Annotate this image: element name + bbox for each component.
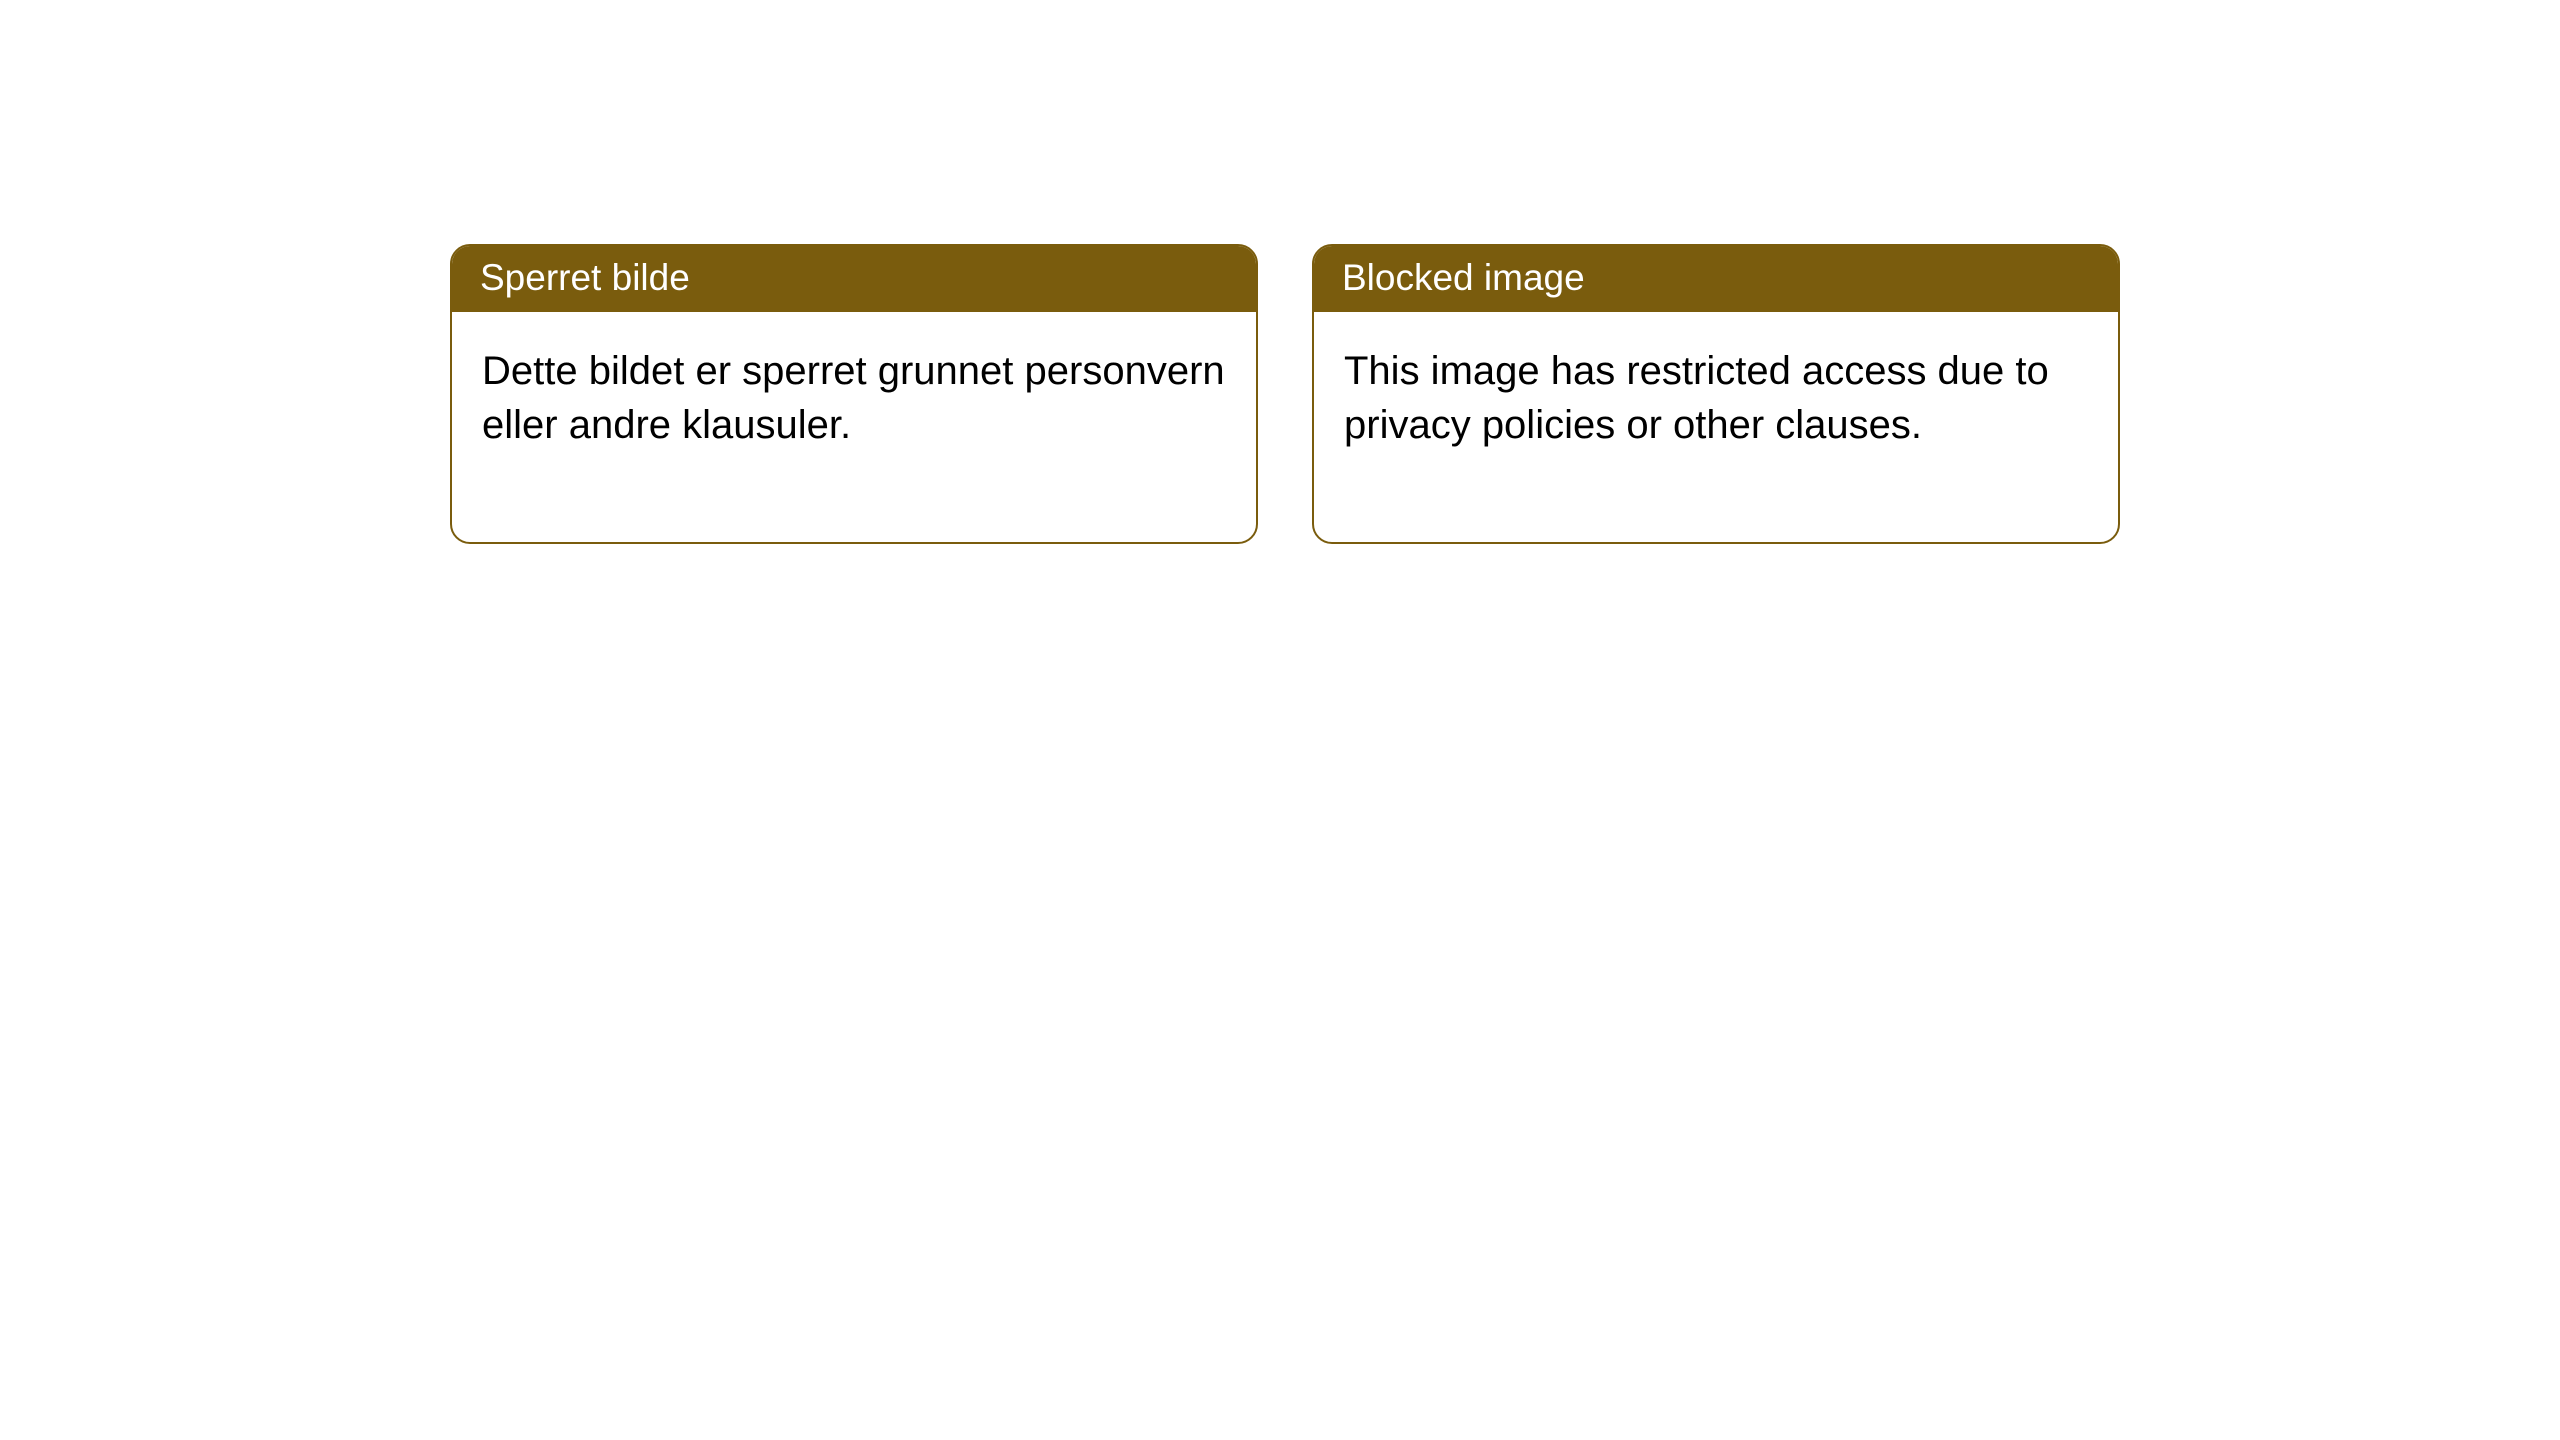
card-body-text: Dette bildet er sperret grunnet personve…	[482, 349, 1225, 447]
card-title: Blocked image	[1342, 257, 1585, 298]
card-body: Dette bildet er sperret grunnet personve…	[452, 312, 1256, 542]
card-body-text: This image has restricted access due to …	[1344, 349, 2049, 447]
blocked-image-card-en: Blocked image This image has restricted …	[1312, 244, 2120, 544]
card-header: Sperret bilde	[452, 246, 1256, 312]
card-header: Blocked image	[1314, 246, 2118, 312]
card-title: Sperret bilde	[480, 257, 690, 298]
blocked-image-card-no: Sperret bilde Dette bildet er sperret gr…	[450, 244, 1258, 544]
notice-cards-container: Sperret bilde Dette bildet er sperret gr…	[0, 0, 2560, 544]
card-body: This image has restricted access due to …	[1314, 312, 2118, 542]
